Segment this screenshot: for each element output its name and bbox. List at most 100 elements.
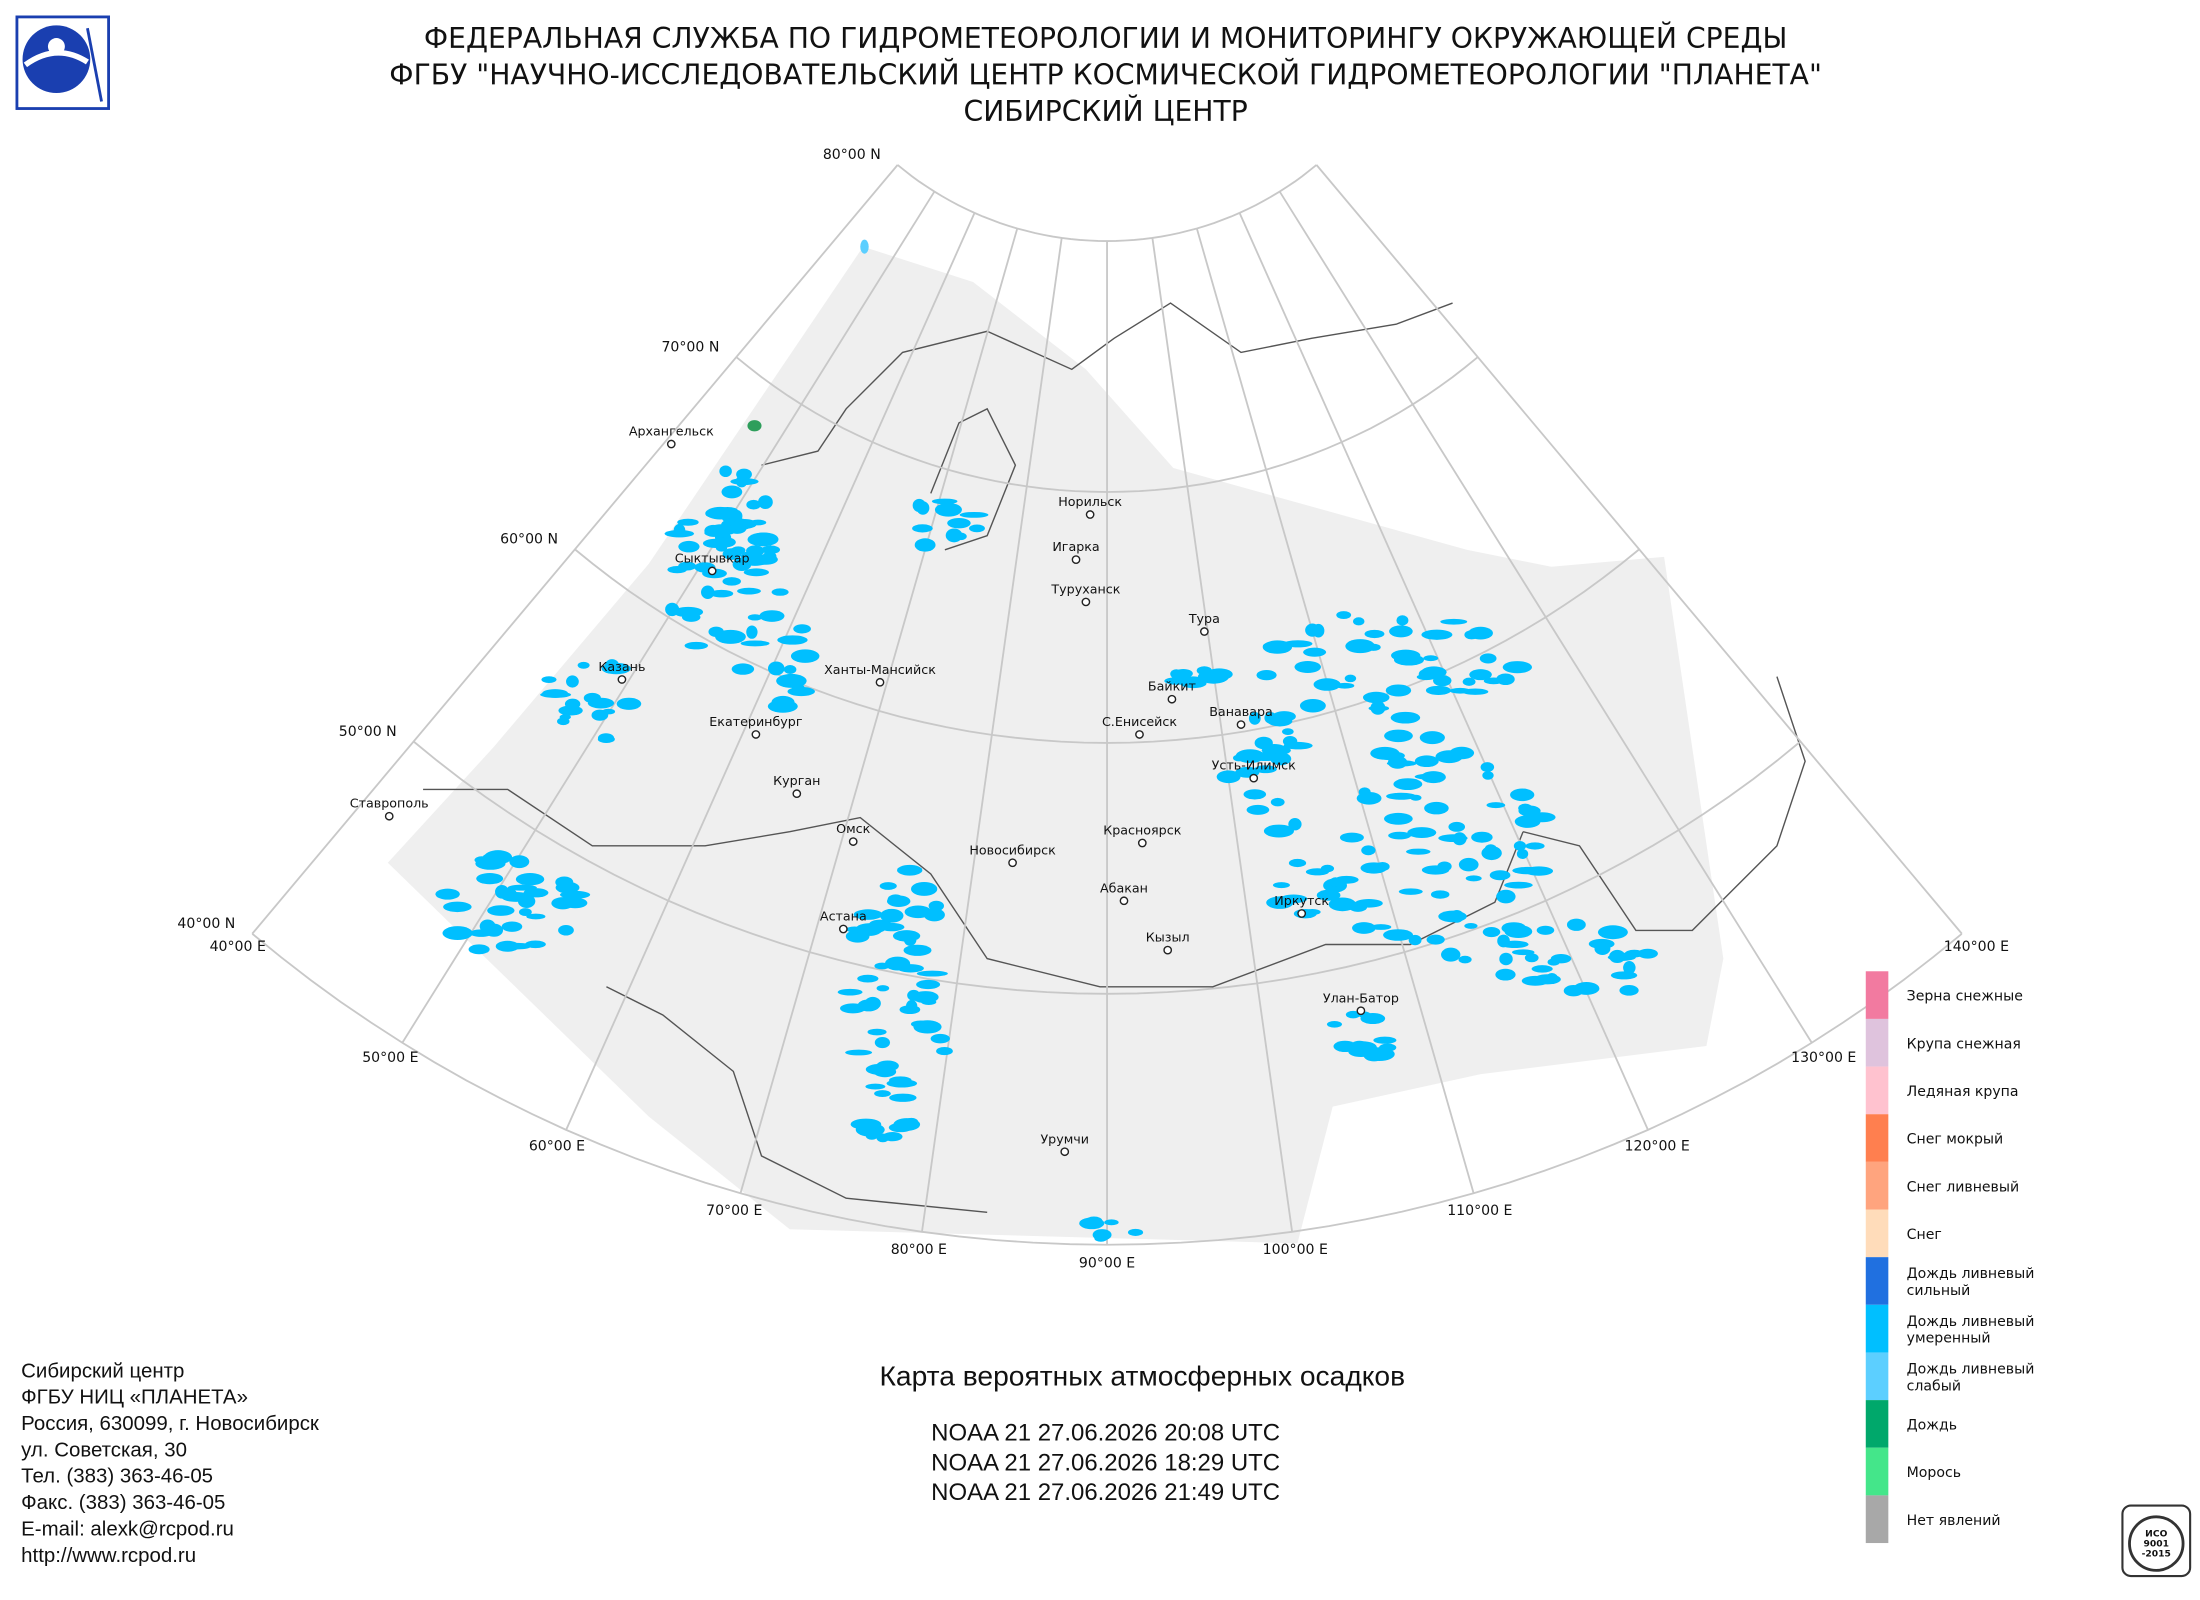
precipitation-cell bbox=[487, 905, 515, 916]
precipitation-cell bbox=[1563, 985, 1584, 997]
precipitation-cell bbox=[1370, 924, 1392, 930]
precipitation-cell bbox=[1385, 684, 1412, 697]
header-line: СИБИРСКИЙ ЦЕНТР bbox=[964, 94, 1248, 128]
precipitation-cell bbox=[793, 624, 811, 634]
precipitation-cell bbox=[1263, 824, 1294, 838]
precipitation-cell bbox=[1419, 731, 1445, 745]
precipitation-cell bbox=[731, 546, 746, 555]
precipitation-cell bbox=[525, 940, 546, 949]
precipitation-cell bbox=[1279, 894, 1308, 904]
precipitation-cell bbox=[1282, 728, 1294, 736]
precipitation-cell bbox=[1430, 890, 1450, 899]
precipitation-cell bbox=[1262, 640, 1293, 654]
precipitation-cell bbox=[701, 585, 715, 599]
coastline bbox=[1522, 676, 1806, 932]
precipitation-cell bbox=[945, 528, 963, 543]
legend-swatch bbox=[1865, 1495, 1889, 1544]
precipitation-cell bbox=[876, 1133, 890, 1143]
latitude-label: 40°00 N bbox=[177, 916, 235, 932]
legend-swatch bbox=[1865, 1400, 1889, 1448]
city-label: Казань bbox=[598, 659, 645, 674]
precipitation-cell bbox=[705, 506, 735, 520]
precipitation-cell bbox=[1254, 736, 1273, 750]
precipitation-cell bbox=[860, 239, 869, 254]
precipitation-cell bbox=[555, 876, 574, 888]
precipitation-cell bbox=[1336, 611, 1352, 620]
precipitation-cell bbox=[722, 577, 741, 586]
city-label: Иркутск bbox=[1274, 893, 1329, 908]
precipitation-cell bbox=[1305, 868, 1329, 876]
meridian-line bbox=[1278, 191, 1813, 1044]
precipitation-cell bbox=[1438, 910, 1467, 923]
city-label: Екатеринбург bbox=[709, 714, 803, 729]
precipitation-cell bbox=[719, 465, 732, 478]
city-marker bbox=[1297, 909, 1307, 918]
city-label: Байкит bbox=[1148, 679, 1197, 694]
legend-label: умеренный bbox=[1907, 1331, 1991, 1347]
contact-line: Факс. (383) 363-46-05 bbox=[21, 1491, 225, 1514]
precipitation-cell bbox=[1364, 1047, 1395, 1062]
city-marker bbox=[1008, 858, 1017, 868]
precipitation-cell bbox=[1386, 792, 1417, 800]
city-label: Норильск bbox=[1058, 494, 1122, 509]
precipitation-cell bbox=[1524, 866, 1554, 876]
precipitation-cell bbox=[540, 691, 572, 698]
pass-line: NOAA 21 27.06.2026 18:29 UTC bbox=[931, 1449, 1280, 1476]
precipitation-cell bbox=[931, 498, 958, 505]
precipitation-cell bbox=[1426, 934, 1445, 945]
precipitation-cell bbox=[1406, 848, 1431, 855]
contact-line: ул. Советская, 30 bbox=[21, 1438, 187, 1461]
precipitation-cell bbox=[856, 923, 883, 936]
precipitation-cell bbox=[767, 661, 785, 676]
precipitation-cell bbox=[566, 675, 579, 688]
precipitation-cell bbox=[876, 985, 890, 992]
map: 40°00 N 50°00 N 60°00 N 70°00 N 80°00 N 40°00… bbox=[177, 147, 2009, 1271]
precipitation-cell bbox=[468, 944, 490, 955]
precipitation-cell bbox=[1173, 668, 1193, 679]
precipitation-cell bbox=[1370, 746, 1400, 760]
precipitation-cell bbox=[495, 884, 509, 899]
precipitation-cell bbox=[515, 873, 545, 886]
legend-label: Дождь ливневый bbox=[1907, 1361, 2035, 1377]
precipitation-cell bbox=[857, 974, 879, 983]
precipitation-cell bbox=[1435, 750, 1463, 764]
precipitation-cell bbox=[1339, 832, 1364, 843]
precipitation-cell bbox=[969, 524, 985, 533]
precipitation-cell bbox=[1433, 675, 1452, 687]
longitude-label: 90°00 E bbox=[1079, 1255, 1135, 1271]
precipitation-cell bbox=[559, 714, 571, 720]
precipitation-cell bbox=[1610, 971, 1638, 980]
city-label: Курган bbox=[773, 773, 820, 788]
precipitation-cell bbox=[865, 1083, 886, 1090]
precipitation-cell bbox=[837, 988, 863, 996]
legend-swatch bbox=[1865, 1209, 1889, 1258]
legend-label: Дождь ливневый bbox=[1907, 1314, 2035, 1330]
city-label: Ставрополь bbox=[350, 796, 429, 811]
precipitation-cell bbox=[577, 661, 590, 669]
city-marker bbox=[1199, 627, 1209, 636]
precipitation-cell bbox=[1637, 948, 1658, 959]
precipitation-cell bbox=[1524, 953, 1539, 963]
city-marker bbox=[384, 811, 394, 821]
precipitation-cell bbox=[1502, 661, 1532, 674]
legend-swatch bbox=[1865, 1257, 1889, 1305]
precipitation-cell bbox=[771, 695, 795, 709]
precipitation-cell bbox=[1531, 965, 1553, 973]
precipitation-cell bbox=[677, 518, 699, 526]
city-marker bbox=[707, 566, 717, 576]
precipitation-cell bbox=[1424, 801, 1449, 815]
city-marker bbox=[1071, 555, 1081, 565]
precipitation-cell bbox=[746, 625, 758, 639]
precipitation-cell bbox=[1458, 857, 1479, 872]
precipitation-cell bbox=[1288, 818, 1302, 831]
city-label: Улан-Батор bbox=[1323, 990, 1399, 1005]
coastline bbox=[606, 986, 988, 1214]
precipitation-cell bbox=[564, 698, 581, 710]
precipitation-cell bbox=[597, 733, 615, 743]
iso-text: -2015 bbox=[2142, 1548, 2171, 1559]
precipitation-cell bbox=[1421, 771, 1446, 784]
agency-logo bbox=[15, 15, 110, 110]
precipitation-cell bbox=[912, 524, 933, 533]
precipitation-cell bbox=[1449, 687, 1471, 694]
